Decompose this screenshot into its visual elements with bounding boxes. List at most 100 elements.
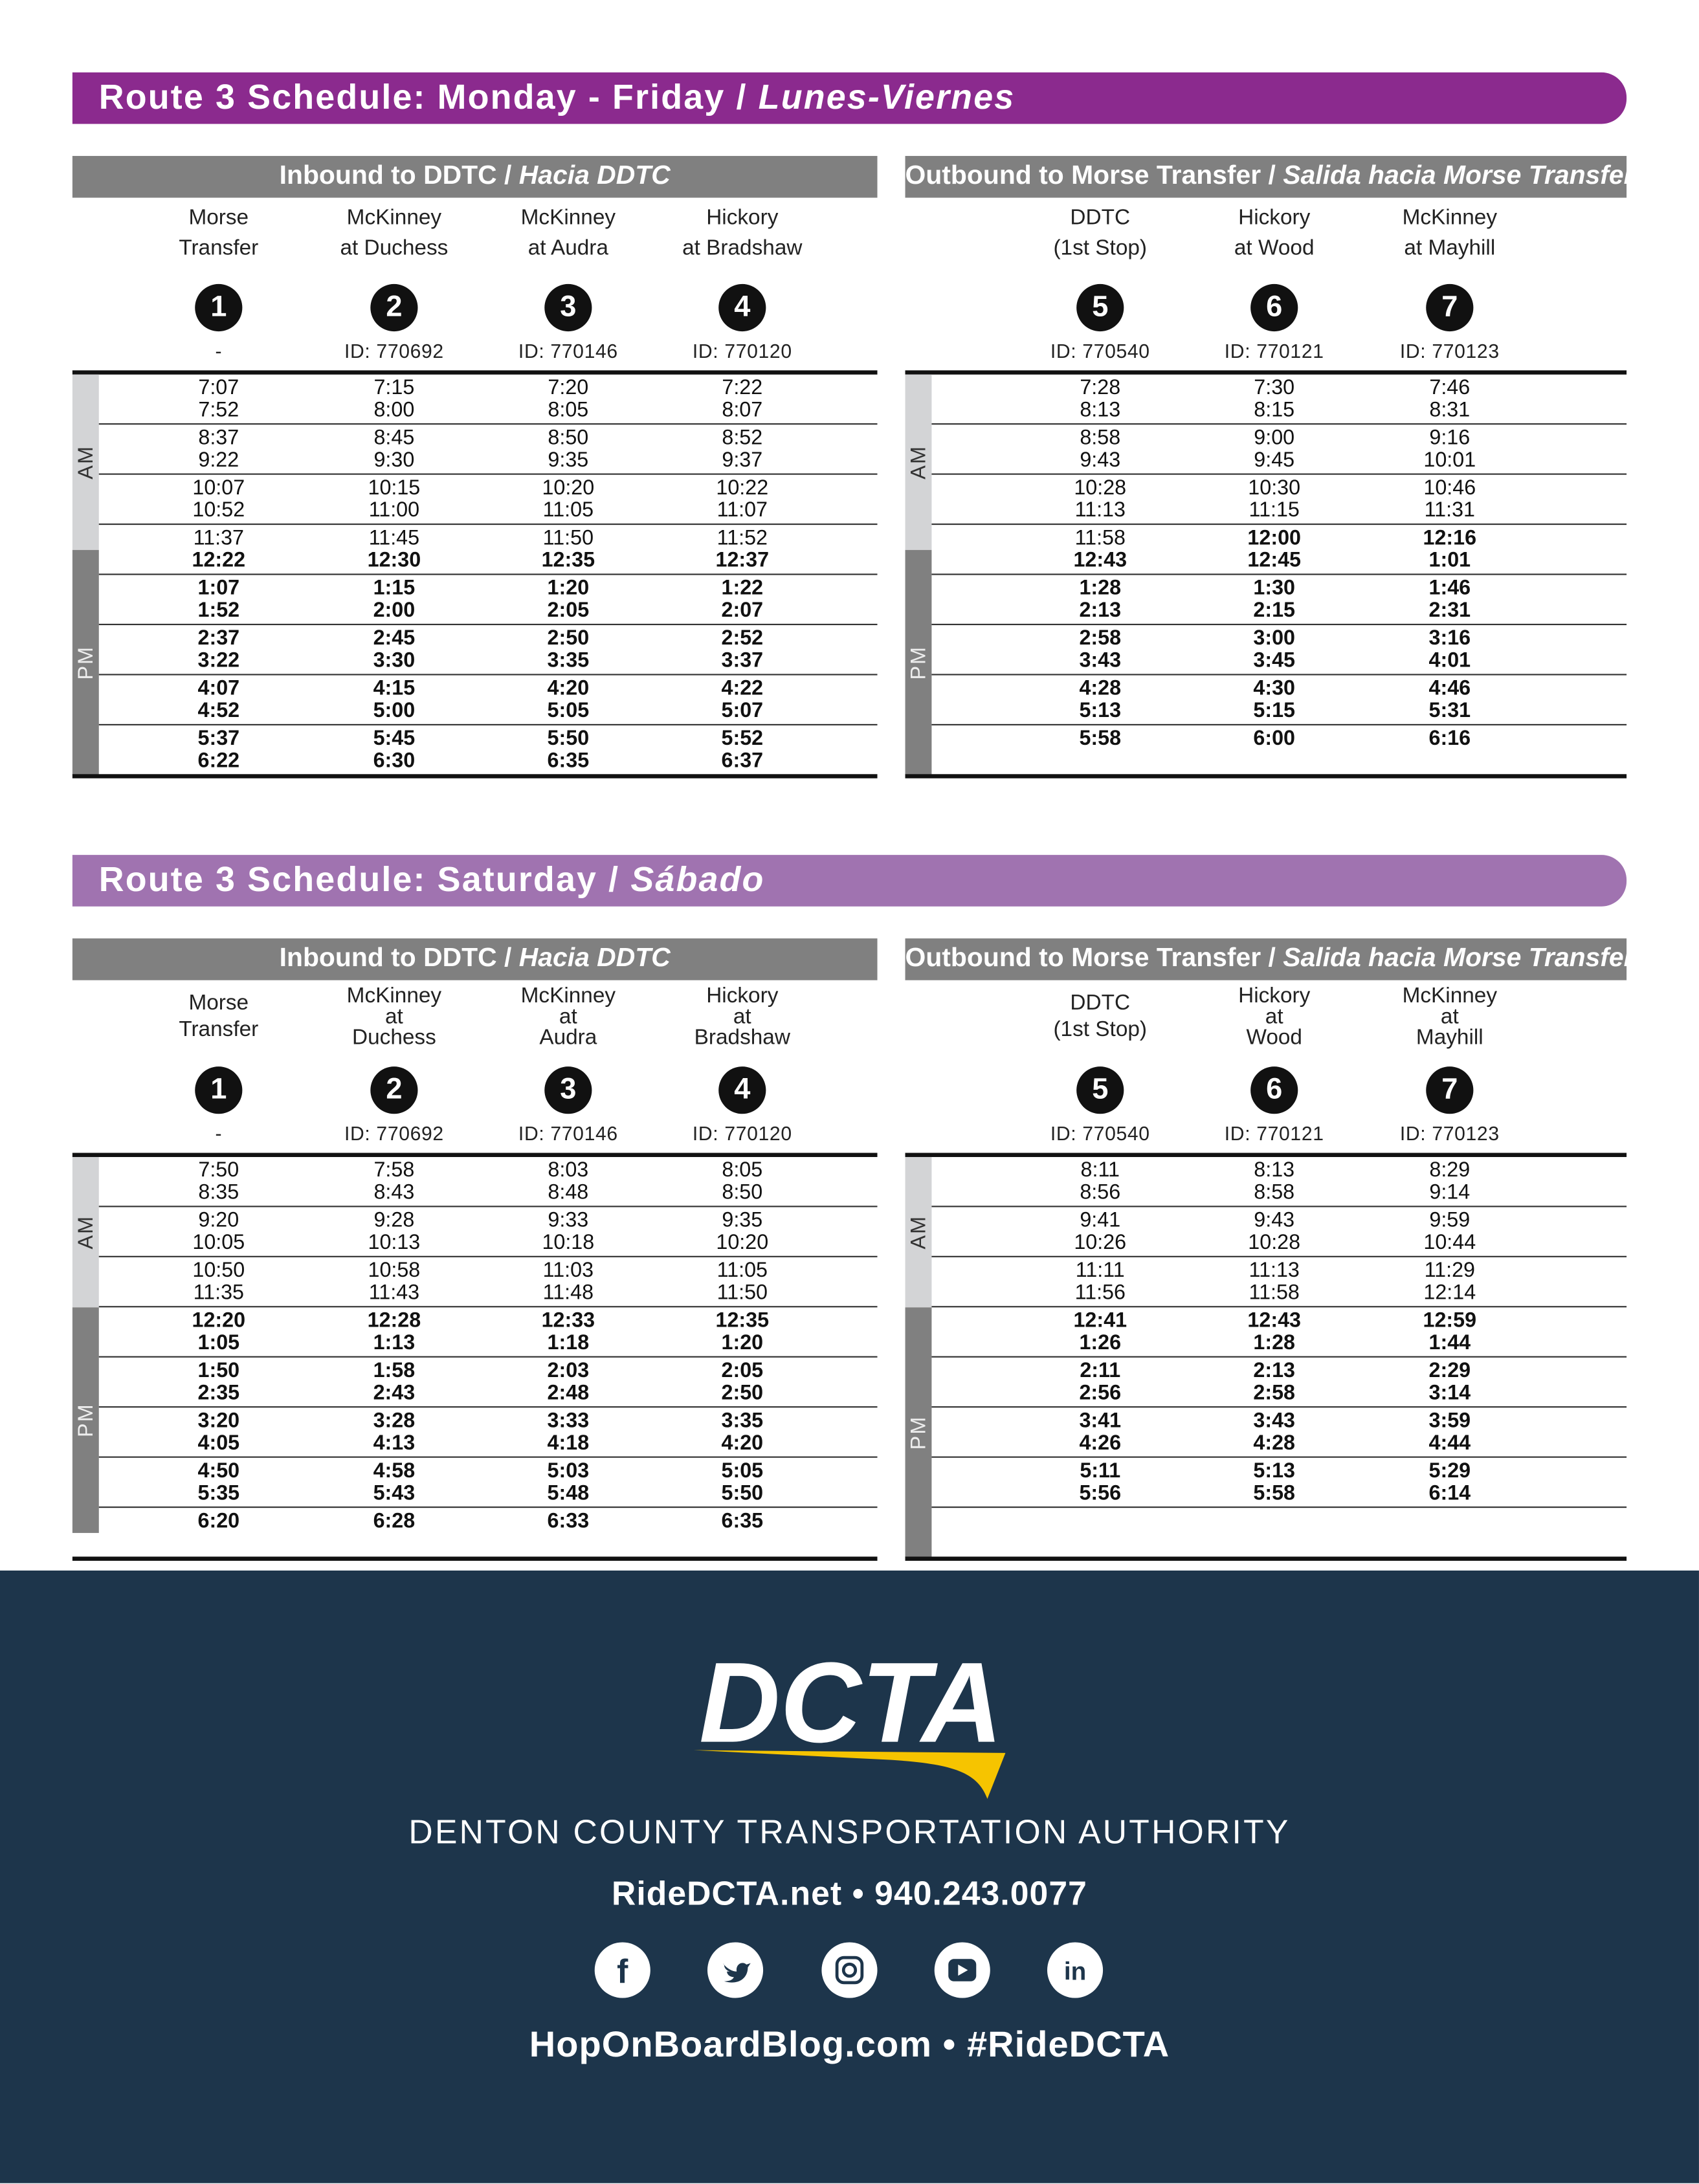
stop-number-badge: 7 [1426,1066,1474,1114]
departure-time: 1:50 [197,1358,240,1383]
am-label: AM [906,1215,931,1250]
row-divider [931,623,1627,626]
outbound-header-spanish: Salida hacia Morse Transfer [1283,943,1634,973]
banner-title-spanish: Lunes-Viernes [758,78,1016,117]
stop-name-line: at Mayhill [1404,236,1496,261]
departure-time: 2:13 [1079,599,1122,623]
stop-name-line: Morse [188,206,249,230]
stop-id: ID: 770540 [1050,1122,1150,1145]
outbound-header-bar: Outbound to Morse Transfer / Salida haci… [905,155,1634,198]
departure-time: 8:03 [548,1158,589,1182]
departure-time: 2:00 [373,599,416,623]
stop-id: ID: 770121 [1224,339,1324,362]
stop-name-line: Wood [1246,1025,1302,1050]
departure-time: 1:44 [1428,1330,1471,1355]
stop-id: - [215,1122,223,1145]
departure-time: 6:28 [373,1509,416,1533]
departure-time: 2:07 [721,599,764,623]
stop-name-line: at [384,1004,403,1028]
departure-time: 8:48 [548,1180,589,1205]
youtube-link[interactable] [934,1942,990,1998]
departure-time: 8:05 [548,398,589,422]
row-divider [931,674,1627,676]
table-bottom-rule [72,774,878,778]
departure-time: 8:43 [373,1180,415,1205]
banner-title: Route 3 Schedule: Monday - Friday / [98,78,759,117]
stop-name-line: at [733,1004,751,1028]
departure-time: 12:00 [1247,526,1301,550]
departure-time: 10:22 [716,476,769,500]
departure-time: 11:56 [1074,1281,1126,1305]
stop-name: McKinney at Duchess [296,984,491,1048]
stop-name-line: DDTC [1070,206,1131,230]
stop-number-badge: 5 [1076,283,1124,332]
departure-time: 11:31 [1424,498,1476,522]
contact-line[interactable]: RideDCTA.net • 940.243.0077 [611,1875,1087,1914]
departure-time: 4:13 [373,1431,416,1455]
departure-time: 7:46 [1429,375,1471,400]
footer: DCTA DENTON COUNTY TRANSPORTATION AUTHOR… [0,1571,1699,2183]
departure-time: 11:13 [1074,498,1126,522]
departure-time: 2:05 [547,599,590,623]
departure-time: 11:29 [1424,1259,1476,1283]
departure-time: 12:43 [1073,548,1127,573]
departure-time: 4:28 [1253,1431,1296,1455]
departure-time: 8:45 [373,426,415,450]
am-period-strip: AM [905,374,932,550]
stop-id: ID: 770146 [518,339,618,362]
pm-label: PM [906,645,931,680]
departure-time: 9:43 [1254,1208,1295,1233]
departure-time: 8:58 [1254,1180,1295,1205]
departure-time: 5:58 [1253,1481,1296,1505]
departure-time: 10:15 [368,476,421,500]
departure-time: 7:15 [373,375,415,400]
stop-number-badge: 2 [370,1066,418,1114]
row-divider [931,573,1627,575]
departure-time: 5:05 [721,1459,764,1483]
row-divider [98,674,878,676]
twitter-link[interactable] [707,1942,764,1998]
departure-time: 1:28 [1079,576,1122,601]
departure-time: 11:43 [368,1281,420,1305]
stop-id: ID: 770123 [1399,1122,1500,1145]
departure-time: 9:43 [1080,448,1121,472]
blog-line[interactable]: HopOnBoardBlog.com • #RideDCTA [529,2023,1170,2065]
departure-time: 5:05 [547,699,590,723]
departure-time: 11:03 [542,1259,594,1283]
departure-time: 4:52 [197,699,240,723]
stop-number-badge: 1 [195,1066,243,1114]
departure-time: 1:22 [721,576,764,601]
departure-time: 7:28 [1080,375,1121,400]
linkedin-link[interactable]: in [1047,1942,1104,1998]
departure-time: 12:16 [1423,526,1477,550]
departure-time: 10:30 [1248,476,1301,500]
departure-time: 2:56 [1079,1381,1122,1405]
departure-time: 6:22 [197,749,240,773]
stop-id: ID: 770121 [1224,1122,1324,1145]
instagram-link[interactable] [821,1942,878,1998]
stop-name-line: McKinney [1402,206,1498,230]
departure-time: 10:07 [192,476,245,500]
departure-time: 12:59 [1423,1308,1477,1333]
departure-time: 2:50 [547,626,590,650]
stop-name: Morse Transfer [121,984,316,1048]
departure-time: 9:20 [198,1208,239,1233]
departure-time: 3:35 [547,648,590,673]
departure-time: 11:13 [1249,1259,1300,1283]
facebook-link[interactable]: f [594,1942,650,1998]
departure-time: 7:07 [198,375,239,400]
stop-name-line: McKinney [520,984,616,1008]
stop-id: ID: 770692 [344,339,444,362]
pm-label: PM [74,645,98,680]
stop-name-line: McKinney [520,206,616,230]
stop-name: Hickory at Wood [1177,202,1371,266]
departure-time: 9:33 [548,1208,589,1233]
departure-time: 5:43 [373,1481,416,1505]
departure-time: 11:00 [368,498,420,522]
departure-time: 8:05 [722,1158,763,1182]
departure-time: 8:13 [1254,1158,1295,1182]
departure-time: 2:29 [1428,1358,1471,1383]
stop-name-line: Transfer [179,1017,259,1042]
departure-time: 12:35 [715,1308,770,1333]
departure-time: 6:30 [373,749,416,773]
